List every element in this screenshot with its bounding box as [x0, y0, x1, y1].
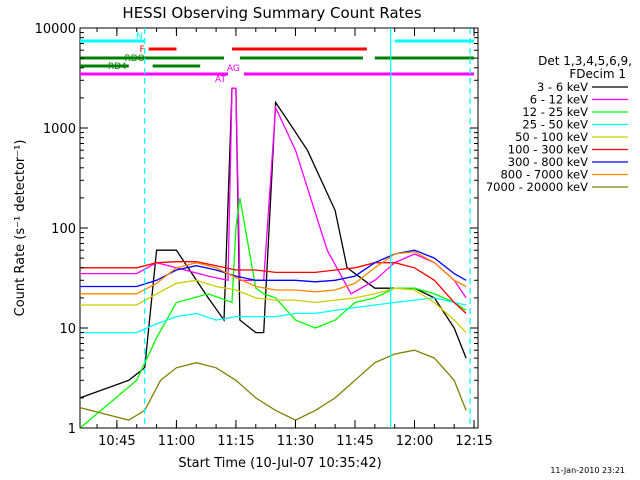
x-tick-label: 11:45 [336, 434, 373, 449]
axes: 10:45 11:00 11:15 11:30 11:45 12:00 12:15 1 10 10… [35, 22, 493, 449]
x-tick-label: 11:15 [217, 434, 254, 449]
flag-label-ag: AG [227, 64, 240, 74]
y-tick-label: 10 [59, 322, 76, 337]
flag-label-n: N [136, 32, 143, 42]
series-line-7 [80, 251, 467, 295]
legend-label: 3 - 6 keV [537, 80, 588, 94]
flag-label-at: AT [215, 75, 226, 85]
series-line-6 [80, 249, 467, 288]
x-tick-label: 10:45 [98, 434, 135, 449]
legend-label: 800 - 7000 keV [500, 168, 588, 182]
y-axis-label: Count Rate (s⁻¹ detector⁻¹) [13, 140, 28, 317]
y-tick-label: 1 [68, 422, 76, 437]
x-tick-label: 11:30 [277, 434, 314, 449]
series-line-3 [80, 297, 467, 334]
series-line-4 [80, 279, 467, 334]
x-axis-label: Start Time (10-Jul-07 10:35:42) [178, 456, 381, 471]
flag-label-f: F [139, 45, 144, 55]
legend-label: 6 - 12 keV [530, 93, 588, 107]
y-tick-label: 10000 [35, 22, 76, 37]
legend-label: 100 - 300 keV [508, 143, 588, 157]
legend-label: 7000 - 20000 keV [486, 180, 588, 194]
legend-label: 300 - 800 keV [508, 155, 588, 169]
legend-label: 25 - 50 keV [522, 118, 588, 132]
legend-label: 12 - 25 keV [522, 105, 588, 119]
x-tick-label: 12:15 [455, 434, 492, 449]
flag-label-rd4: RD4 [108, 62, 127, 72]
chart-title: HESSI Observing Summary Count Rates [122, 4, 421, 22]
series-line-8 [79, 349, 467, 421]
legend-title-1: Det 1,3,4,5,6,9, [538, 54, 632, 68]
y-tick-label: 1000 [43, 122, 76, 137]
x-tick-label: 11:00 [158, 434, 195, 449]
flag-label-rdo: RDO [125, 54, 145, 64]
series-line-5 [80, 261, 467, 314]
footer-date: 11-Jan-2010 23:21 [550, 466, 625, 475]
legend-title-2: FDecim 1 [569, 67, 626, 81]
series-lines [79, 87, 467, 429]
x-tick-label: 12:00 [396, 434, 433, 449]
series-line-2 [79, 197, 467, 429]
legend-label: 50 - 100 keV [515, 130, 588, 144]
y-tick-label: 100 [51, 222, 76, 237]
